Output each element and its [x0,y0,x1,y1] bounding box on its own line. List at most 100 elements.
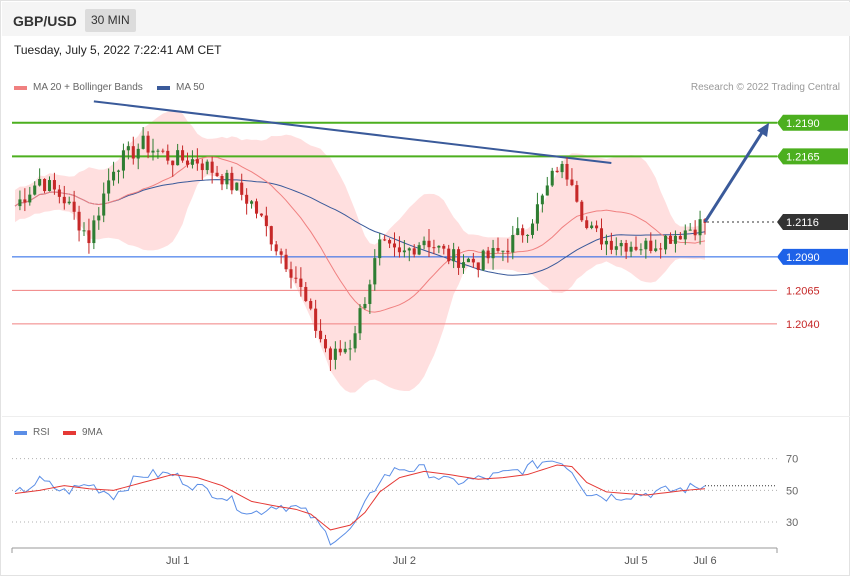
candle [328,348,332,360]
candle [107,180,111,194]
level-tag-1-2116 [777,214,848,230]
candle [378,239,382,259]
symbol-title: GBP/USD [13,13,77,29]
candle [698,219,702,236]
candle [392,243,397,248]
rsi-ma-swatch [63,430,76,435]
candle [156,150,160,152]
candle [501,250,505,252]
candle [309,301,313,309]
rsi-line [14,459,706,546]
candle [683,230,687,240]
candle [72,201,76,212]
candle [471,258,475,263]
legend-rsi: RSI [14,427,50,438]
candle [210,161,214,173]
legend-9ma: 9MA [63,427,103,438]
candle [649,240,653,251]
candle [131,146,135,159]
level-label-1-2165: 1.2165 [786,151,820,163]
candle [599,228,604,245]
candle [23,199,27,203]
candle [452,249,456,262]
ma50-swatch [157,85,170,90]
candle [560,163,564,173]
legend-9ma-label: 9MA [82,427,103,438]
candle [402,250,406,253]
level-tag-1-2090 [777,248,848,265]
candle [205,161,209,171]
legend-ma20: MA 20 + Bollinger Bands [14,82,143,93]
candle [659,248,663,250]
candle [126,146,130,151]
candle [496,247,500,251]
level-tag-1-2165 [777,148,848,165]
candle [545,185,549,196]
timestamp: Tuesday, July 5, 2022 7:22:41 AM CET [14,43,222,57]
candle [299,278,303,287]
candle [639,249,643,251]
candle [540,195,544,205]
candle [437,245,441,248]
candle [555,170,559,173]
candle [481,250,485,270]
candle [230,172,234,191]
candle [33,185,37,195]
candle [235,182,239,191]
candle [289,269,293,278]
candle [338,348,342,353]
rsi-tick-50: 50 [786,485,798,497]
candle [397,247,401,253]
candle [112,171,116,181]
candle [486,250,490,259]
candle [240,182,244,195]
header-bar: GBP/USD 30 MIN [2,2,850,36]
candle [580,201,584,221]
candle [279,251,283,255]
timeframe-badge[interactable]: 30 MIN [85,9,136,32]
candle [417,245,421,255]
rsi-ma-line [14,464,706,531]
candle [319,330,323,340]
x-tick-label: Jul 6 [693,555,716,567]
credit-text: Research © 2022 Trading Central [690,82,840,93]
candle [604,240,608,245]
candle [535,204,539,224]
candle [269,226,273,245]
candle [609,240,613,250]
candle [77,211,81,231]
candle [383,239,387,241]
candle [200,163,204,171]
candle [476,262,480,270]
level-label-1-2116: 1.2116 [786,217,819,229]
candle [171,160,175,166]
candle [97,215,101,221]
candle [388,240,392,244]
trendline [93,100,612,165]
x-tick-label: Jul 2 [393,555,416,567]
ma20-swatch [14,85,27,90]
candle [693,229,697,236]
legend-ma20-label: MA 20 + Bollinger Bands [33,82,143,93]
level-label-1-2065: 1.2065 [786,285,820,297]
candle [343,348,347,353]
candle [161,150,165,152]
candle [245,194,249,204]
candle [373,258,377,285]
candle [151,150,155,153]
candle [629,246,633,252]
panel-divider [2,416,850,417]
candle [585,220,589,229]
candle [47,180,52,192]
candle [215,172,219,177]
candle [102,193,106,216]
candle [590,225,594,229]
candle [304,286,308,302]
candle [38,178,42,186]
candle [195,159,199,164]
candle [516,228,520,235]
projection-arrow-head [756,122,770,137]
candle [442,245,446,249]
